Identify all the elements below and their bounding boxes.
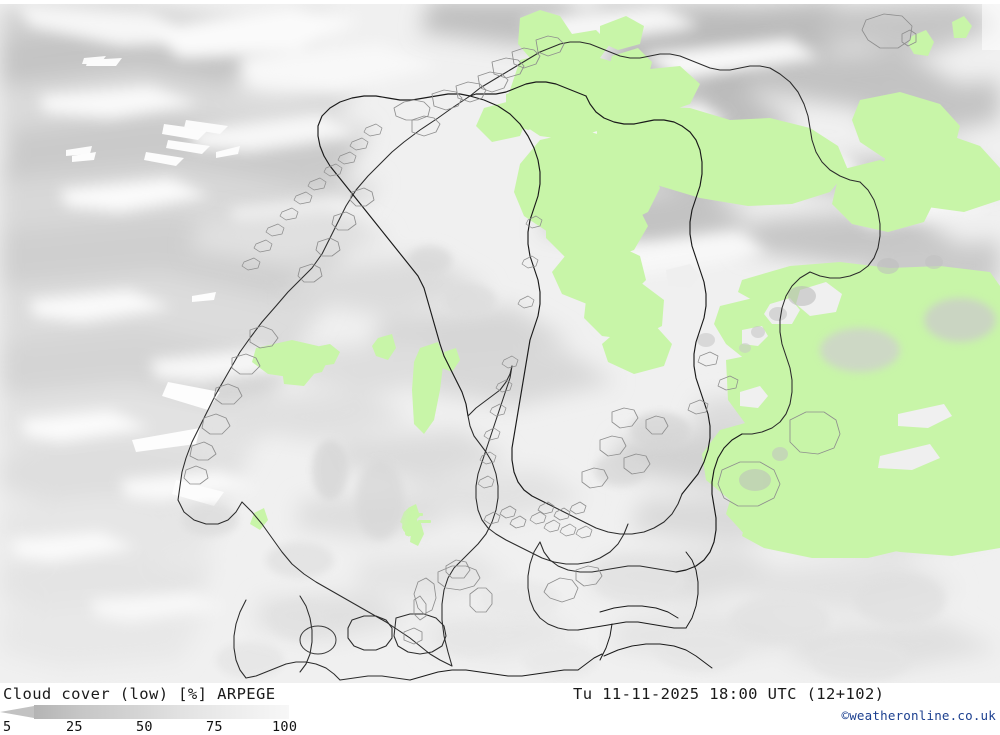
map-title: Cloud cover (low) [%] ARPEGE	[3, 685, 276, 703]
grey-cloud-field-northwest	[0, 2, 380, 668]
colorbar-gradient	[0, 705, 289, 719]
colorbar-tick-100: 100	[272, 719, 298, 735]
colorbar-tick-50: 50	[136, 719, 153, 735]
colorbar-ticks: 5 25 50 75 100	[0, 719, 340, 735]
grey-mottles	[182, 246, 996, 682]
colorbar	[0, 705, 300, 719]
cloud-cover-map[interactable]	[0, 0, 1000, 683]
map-footer: Cloud cover (low) [%] ARPEGE Tu 11-11-20…	[0, 683, 1000, 735]
colorbar-body	[34, 705, 289, 719]
map-panel[interactable]	[0, 0, 1000, 683]
copyright-label: ©weatheronline.co.uk	[841, 708, 996, 723]
green-dash-3	[407, 513, 413, 534]
colorbar-tick-5: 5	[3, 719, 12, 735]
white-streaks-northwest	[10, 4, 440, 622]
green-dash-5	[418, 520, 431, 523]
valid-time-label: Tu 11-11-2025 18:00 UTC (12+102)	[573, 685, 885, 703]
coastlines-layer	[177, 41, 881, 681]
colorbar-tick-25: 25	[66, 719, 83, 735]
green-dash-4	[409, 513, 423, 516]
colorbar-tick-75: 75	[206, 719, 223, 735]
white-slivers	[66, 56, 240, 506]
top-right-white-corner	[982, 0, 1000, 50]
top-white-strip	[0, 0, 1000, 4]
green-grey-mottles	[697, 255, 943, 491]
inner-coastlines-layer	[183, 13, 917, 645]
grey-cloud-field-central	[190, 206, 616, 660]
colorbar-left-arrow	[0, 706, 34, 718]
